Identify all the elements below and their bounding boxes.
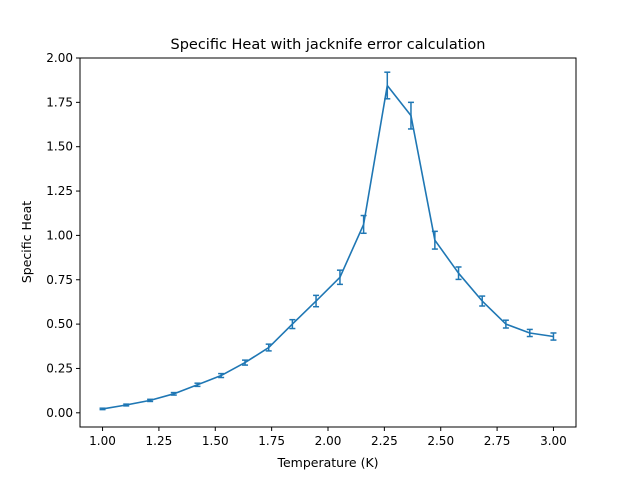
error-bar	[384, 71, 391, 100]
series-line	[102, 84, 554, 410]
error-bar	[170, 391, 177, 396]
error-bar	[455, 266, 462, 281]
error-bar	[407, 101, 414, 130]
x-tick-label: 2.75	[484, 434, 511, 448]
error-bar	[360, 214, 367, 235]
x-axis-ticks: 1.00 1.25 1.50 1.75 2.00 2.25 2.50 2.75 3.00	[89, 427, 567, 448]
x-tick-label: 2.00	[315, 434, 342, 448]
x-tick-label: 1.75	[258, 434, 285, 448]
error-bar	[147, 398, 154, 403]
error-bar	[99, 407, 106, 411]
x-tick-label: 1.25	[146, 434, 173, 448]
error-bar	[123, 403, 130, 407]
error-bar	[431, 230, 438, 250]
x-tick-label: 2.50	[427, 434, 454, 448]
error-bar	[526, 328, 533, 338]
x-tick-label: 1.50	[202, 434, 229, 448]
error-bar	[313, 294, 320, 308]
y-tick-label: 2.00	[46, 51, 73, 65]
error-bar	[336, 269, 343, 286]
y-tick-label: 1.75	[46, 95, 73, 109]
y-tick-label: 1.25	[46, 184, 73, 198]
chart-title: Specific Heat with jacknife error calcul…	[170, 37, 485, 53]
x-tick-label: 1.00	[89, 434, 116, 448]
y-axis-ticks: 0.00 0.25 0.50 0.75 1.00 1.25 1.50 1.75 2.00	[46, 51, 80, 420]
error-bar	[194, 382, 201, 388]
y-tick-label: 0.00	[46, 406, 73, 420]
x-axis-label: Temperature (K)	[276, 455, 378, 470]
error-bar	[242, 359, 249, 366]
x-tick-label: 3.00	[540, 434, 567, 448]
y-tick-label: 0.25	[46, 361, 73, 375]
error-bar	[550, 332, 557, 341]
plot-frame	[79, 57, 577, 428]
y-tick-label: 0.75	[46, 273, 73, 287]
y-tick-label: 1.50	[46, 140, 73, 154]
error-bar	[289, 318, 296, 330]
plot-area	[99, 71, 557, 411]
error-bar	[502, 319, 509, 329]
y-tick-label: 1.00	[46, 228, 73, 242]
y-axis-label: Specific Heat	[19, 201, 34, 283]
error-bar	[218, 372, 225, 379]
x-tick-label: 2.25	[371, 434, 398, 448]
error-bar	[265, 343, 272, 352]
error-bar	[479, 295, 486, 307]
y-tick-label: 0.50	[46, 317, 73, 331]
